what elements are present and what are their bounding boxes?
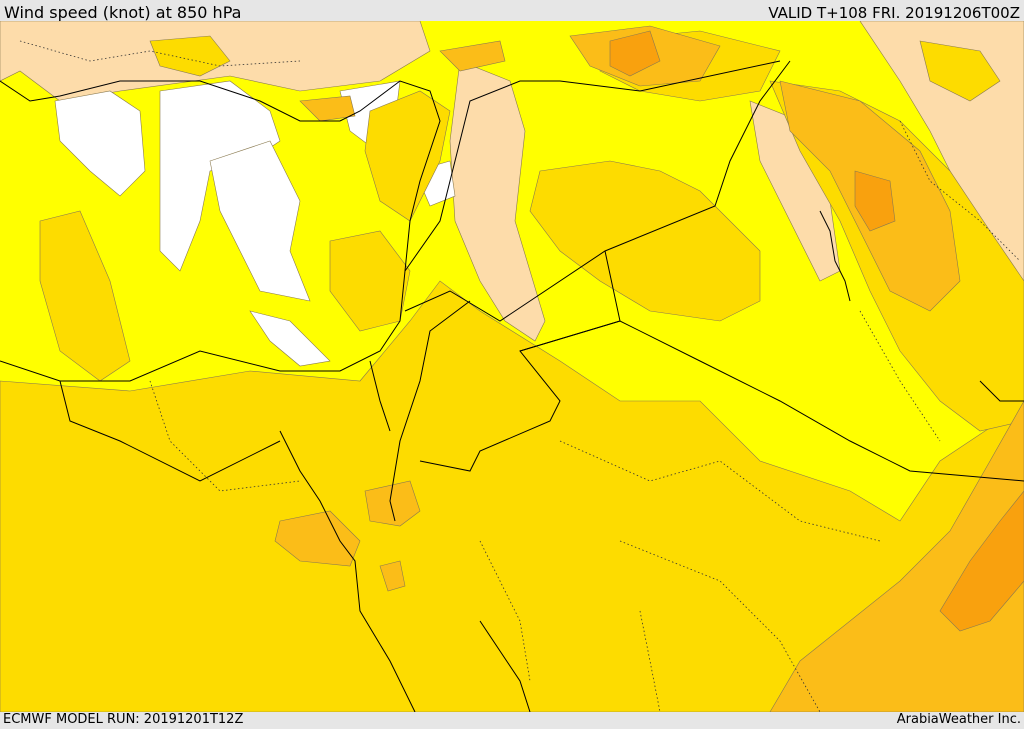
province-borders [19, 40, 1021, 712]
map-title: Wind speed (knot) at 850 hPa [4, 3, 242, 22]
wind-band-calm [54, 80, 456, 367]
map-canvas [0, 21, 1024, 712]
map-header: Wind speed (knot) at 850 hPa VALID T+108… [0, 0, 1024, 22]
map-footer: ECMWF MODEL RUN: 20191201T12Z ArabiaWeat… [0, 712, 1024, 729]
valid-time: VALID T+108 FRI. 20191206T00Z [768, 4, 1020, 22]
model-run: ECMWF MODEL RUN: 20191201T12Z [3, 712, 244, 727]
credit: ArabiaWeather Inc. [896, 712, 1021, 727]
wind-speed-map[interactable] [0, 21, 1024, 712]
wind-band-orange [609, 30, 1024, 632]
coastlines [0, 80, 1024, 712]
country-borders [0, 60, 1024, 712]
